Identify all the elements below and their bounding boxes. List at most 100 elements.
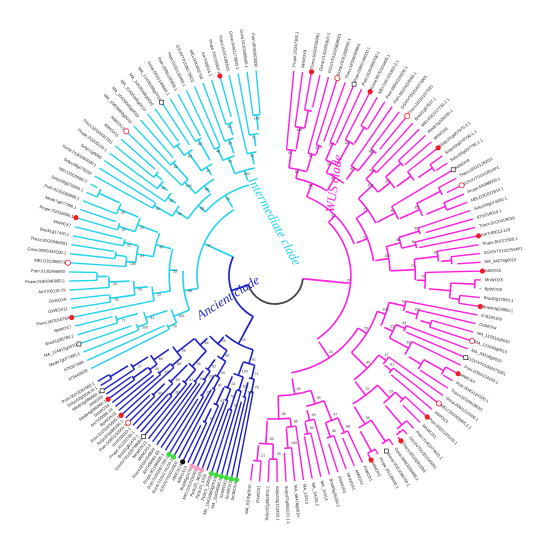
leaf-branch bbox=[109, 152, 158, 190]
leaf-branch bbox=[86, 191, 98, 198]
internal-branch bbox=[212, 377, 221, 390]
branch-arc bbox=[202, 378, 207, 382]
bootstrap-label: 100 bbox=[164, 370, 170, 374]
branch-arc bbox=[413, 259, 417, 281]
leaf-branch bbox=[419, 235, 478, 249]
internal-branch bbox=[414, 255, 438, 260]
internal-branch bbox=[238, 376, 244, 391]
branch-arc bbox=[246, 151, 257, 155]
branch-arc bbox=[360, 124, 368, 131]
bootstrap-label: 85 bbox=[415, 205, 419, 209]
leaf-label: Bradi1g17420.1 bbox=[40, 226, 71, 237]
internal-branch bbox=[149, 363, 158, 371]
leaf-branch bbox=[154, 108, 179, 142]
leaf-branch bbox=[75, 316, 113, 327]
branch-arc bbox=[193, 379, 197, 384]
leaf-label: BpWOX5 bbox=[484, 286, 502, 292]
internal-branch bbox=[376, 384, 391, 399]
internal-branch bbox=[323, 400, 333, 421]
bootstrap-label: 61 bbox=[127, 243, 131, 247]
internal-branch bbox=[370, 419, 387, 442]
internal-branch bbox=[310, 390, 316, 405]
bootstrap-label: 91 bbox=[331, 214, 335, 218]
branch-arc bbox=[134, 217, 141, 232]
leaf-label: Potri.013G066900 bbox=[31, 268, 66, 274]
internal-branch bbox=[248, 349, 254, 364]
bootstrap-label: 37 bbox=[329, 143, 333, 147]
internal-branch bbox=[398, 230, 420, 239]
bootstrap-label: 100 bbox=[244, 172, 250, 176]
bootstrap-label: 83 bbox=[170, 199, 174, 203]
leaf-branch bbox=[443, 193, 465, 204]
leaf-branch bbox=[228, 75, 248, 154]
internal-branch bbox=[354, 127, 365, 144]
leaf-label: MnWOX1 bbox=[346, 472, 357, 491]
internal-branch bbox=[136, 253, 154, 258]
leaf-branch bbox=[376, 128, 420, 173]
leaf-branch bbox=[315, 79, 338, 146]
internal-branch bbox=[229, 390, 238, 410]
leaf-branch bbox=[374, 448, 379, 455]
red-dot-marker bbox=[118, 412, 124, 418]
leaf-label: SmWOX3 bbox=[230, 481, 238, 501]
red-dot-marker bbox=[398, 438, 404, 444]
bootstrap-label: 52 bbox=[212, 365, 216, 369]
internal-branch bbox=[199, 337, 208, 346]
leaf-branch bbox=[94, 175, 154, 209]
bootstrap-label: 71 bbox=[363, 235, 367, 239]
leaf-label: MnWOX7 bbox=[53, 219, 72, 228]
internal-branch bbox=[289, 418, 292, 427]
leaf-branch bbox=[69, 271, 97, 274]
internal-branch bbox=[337, 417, 346, 433]
leaf-branch bbox=[114, 145, 155, 178]
branch-arc bbox=[288, 167, 307, 173]
leaf-branch bbox=[221, 401, 242, 476]
leaf-branch bbox=[405, 331, 465, 358]
branch-arc bbox=[249, 390, 254, 394]
internal-branch bbox=[441, 259, 452, 263]
internal-branch bbox=[167, 196, 177, 204]
leaf-label: Gorai.009G346200.1 bbox=[27, 246, 67, 255]
bootstrap-label: 86 bbox=[346, 424, 350, 428]
bootstrap-label: 65 bbox=[205, 187, 209, 191]
green-dot-marker bbox=[170, 454, 177, 460]
branch-arc bbox=[134, 245, 140, 263]
leaf-branch bbox=[371, 122, 414, 169]
branch-arc bbox=[325, 159, 338, 167]
leaf-label: MnWOX9 bbox=[300, 49, 307, 68]
leaf-branch bbox=[237, 73, 251, 136]
leaf-branch bbox=[225, 397, 247, 477]
leaf-label: OsWOX11 bbox=[48, 306, 69, 314]
bootstrap-label: 100 bbox=[248, 391, 254, 395]
branch-arc bbox=[116, 222, 121, 231]
bootstrap-label: 86 bbox=[225, 353, 229, 357]
internal-branch bbox=[377, 181, 391, 193]
open-circle-marker bbox=[435, 400, 442, 407]
branch-arc bbox=[224, 137, 234, 142]
red-dot-marker bbox=[435, 145, 441, 151]
leaf-branch bbox=[429, 155, 443, 166]
leaf-label: Thecc1EG025930t1 bbox=[309, 31, 321, 69]
leaf-label: OsWOX4 bbox=[479, 322, 498, 331]
internal-branch bbox=[176, 144, 185, 156]
bootstrap-label: 27 bbox=[261, 454, 265, 458]
branch-arc bbox=[182, 380, 188, 385]
leaf-branch bbox=[429, 326, 471, 342]
leaf-branch bbox=[147, 113, 175, 149]
bootstrap-label: 29 bbox=[389, 390, 393, 394]
internal-branch bbox=[357, 327, 368, 335]
branch-arc bbox=[170, 160, 177, 166]
internal-branch bbox=[173, 309, 190, 317]
internal-branch bbox=[203, 370, 211, 381]
bootstrap-label: 60 bbox=[175, 391, 179, 395]
leaf-branch bbox=[80, 325, 132, 345]
leaf-label: MA_10033.2 bbox=[311, 482, 320, 507]
internal-branch bbox=[108, 280, 130, 283]
bootstrap-label: 85 bbox=[188, 154, 192, 158]
bootstrap-label: 60 bbox=[350, 167, 354, 171]
bootstrap-label: 100 bbox=[384, 254, 390, 258]
branch-arc bbox=[340, 430, 348, 435]
internal-branch bbox=[356, 237, 368, 244]
bootstrap-label: 47 bbox=[385, 353, 389, 357]
leaf-branch bbox=[193, 86, 221, 147]
